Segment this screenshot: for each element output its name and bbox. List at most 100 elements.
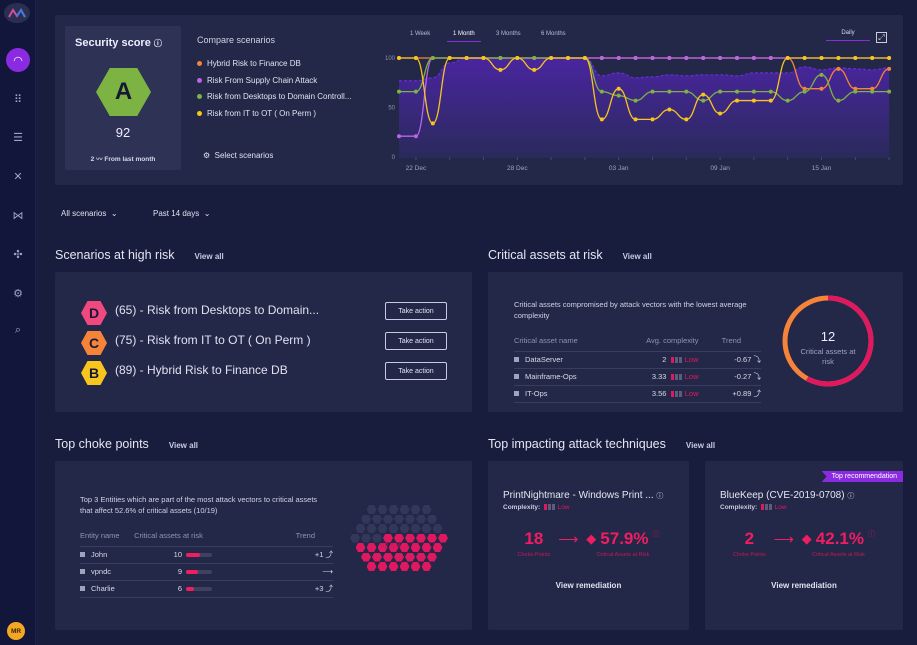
granularity-select[interactable]: Daily xyxy=(826,30,870,41)
honeycomb-cell xyxy=(410,524,421,533)
data-point xyxy=(397,134,401,139)
legend-dot xyxy=(197,61,202,66)
avatar[interactable]: MR xyxy=(7,622,25,640)
attack-icon[interactable]: ⋈ xyxy=(12,209,24,222)
data-point xyxy=(802,89,807,94)
high-risk-view-all[interactable]: View all xyxy=(194,252,224,261)
honeycomb-cell xyxy=(421,505,432,514)
view-remediation-link[interactable]: View remediation xyxy=(771,581,837,590)
table-row[interactable]: IT-Ops 3.56 Low +0.89 ⤴ xyxy=(514,385,762,403)
honeycomb-cell xyxy=(366,543,377,552)
data-point xyxy=(413,56,418,60)
high-risk-header: Scenarios at high risk View all xyxy=(55,248,224,262)
assets-bar xyxy=(186,553,213,558)
data-point xyxy=(768,98,773,103)
network-icon[interactable]: ✣ xyxy=(13,248,23,261)
data-point xyxy=(785,98,790,103)
honeycomb-cell xyxy=(427,552,437,562)
table-row[interactable]: John 10 +1 ⤴ xyxy=(80,546,334,564)
take-action-button[interactable]: Take action xyxy=(385,302,447,320)
honeycomb-cell xyxy=(399,505,410,514)
expand-icon[interactable]: ⤢ xyxy=(876,32,887,43)
data-point xyxy=(650,117,655,122)
app-logo[interactable] xyxy=(4,3,30,23)
table-row[interactable]: Charlie 6 +3 ⤴ xyxy=(80,580,334,598)
risk-scenario-name[interactable]: (75) - Risk from IT to OT ( On Perm ) xyxy=(115,333,311,347)
tab-range[interactable]: 1 Month xyxy=(447,31,481,42)
tab-range[interactable]: 1 Week xyxy=(410,31,431,37)
data-point xyxy=(819,86,824,91)
honeycomb-cell xyxy=(427,514,437,524)
shuffle-icon[interactable]: ✕ xyxy=(13,170,23,183)
trend-down-icon: ⤵ xyxy=(753,372,762,381)
legend-item: Hybrid Risk to Finance DB xyxy=(197,59,301,68)
grid-icon[interactable]: ⠿ xyxy=(13,93,23,106)
view-remediation-link[interactable]: View remediation xyxy=(555,581,622,590)
honeycomb-cell xyxy=(421,524,432,533)
scenario-filter-dropdown[interactable]: All scenarios ⌄ xyxy=(61,209,118,218)
data-point xyxy=(397,56,401,60)
honeycomb-cell xyxy=(410,505,421,514)
data-point xyxy=(430,56,435,60)
entity-icon xyxy=(80,569,85,574)
data-point xyxy=(616,93,621,98)
honeycomb-cell xyxy=(383,552,393,562)
period-filter-dropdown[interactable]: Past 14 days ⌄ xyxy=(153,209,211,218)
risk-grade-badge: D xyxy=(81,301,107,325)
data-point xyxy=(684,117,689,122)
choke-points-view-all[interactable]: View all xyxy=(168,441,199,450)
help-icon[interactable]: ⓘ xyxy=(656,493,664,500)
help-icon[interactable]: ⓘ xyxy=(868,531,875,538)
techniques-title: Top impacting attack techniques xyxy=(488,437,666,451)
select-scenarios-button[interactable]: ⚙ Select scenarios xyxy=(203,151,274,160)
risk-grade-badge: B xyxy=(81,361,107,385)
honeycomb-cell xyxy=(355,524,366,533)
techniques-view-all[interactable]: View all xyxy=(685,441,716,450)
help-icon[interactable]: ⓘ xyxy=(847,493,855,500)
critical-assets-percent: 42.1% xyxy=(815,529,864,548)
table-row[interactable]: Mainframe-Ops 3.33 Low -0.27 ⤵ xyxy=(514,368,762,386)
risk-scenario-name[interactable]: (89) - Hybrid Risk to Finance DB xyxy=(115,363,288,377)
list-icon[interactable]: ☰ xyxy=(13,131,23,144)
sidebar: ◠ ⠿ ☰ ✕ ⋈ ✣ ⚙ ⌕ MR xyxy=(0,0,36,645)
choke-points-description: Top 3 Entities which are part of the mos… xyxy=(80,495,318,515)
dashboard-icon[interactable]: ◠ xyxy=(6,48,30,72)
honeycomb-cell xyxy=(388,543,399,552)
choke-points-label: Choke Points xyxy=(733,552,766,558)
data-point xyxy=(633,117,638,122)
asset-icon xyxy=(514,391,519,396)
settings-icon[interactable]: ⚙ xyxy=(13,287,23,300)
technique-metrics: 18 Choke Points ⟶ ◆ 57.9% ⓘ Critical Ass… xyxy=(488,529,689,558)
data-point xyxy=(768,56,773,60)
data-point xyxy=(532,56,537,60)
column-header: Critical assets at risk xyxy=(134,526,283,547)
score-change: 2 〰 From last month xyxy=(90,156,156,163)
critical-assets-view-all[interactable]: View all xyxy=(622,252,652,261)
y-tick-label: 50 xyxy=(388,106,395,112)
asset-icon xyxy=(514,357,519,362)
help-icon[interactable]: ⓘ xyxy=(652,531,660,538)
trend-icon: ⤴ xyxy=(325,550,334,559)
trend-icon: ⤴ xyxy=(325,584,334,593)
take-action-button[interactable]: Take action xyxy=(385,332,447,350)
honeycomb-cell xyxy=(405,552,415,562)
trend-up-icon: ⤴ xyxy=(753,389,762,398)
tab-range[interactable]: 6 Months xyxy=(541,31,566,37)
honeycomb-cell xyxy=(366,524,377,533)
critical-assets-header: Critical assets at risk View all xyxy=(488,248,652,262)
data-point xyxy=(751,98,756,103)
data-point xyxy=(582,56,587,60)
help-icon[interactable]: ⓘ xyxy=(153,39,162,48)
data-point xyxy=(599,89,604,94)
technique-name[interactable]: BlueKeep (CVE-2019-0708) ⓘ xyxy=(720,490,855,501)
risk-scenario-name[interactable]: (65) - Risk from Desktops to Domain... xyxy=(115,303,320,317)
legend-item: Risk from IT to OT ( On Perm ) xyxy=(197,109,316,118)
technique-name[interactable]: PrintNightmare - Windows Print ... ⓘ xyxy=(503,490,664,501)
take-action-button[interactable]: Take action xyxy=(385,362,447,380)
search-list-icon[interactable]: ⌕ xyxy=(14,323,22,336)
table-row[interactable]: vpndc 9 ⟶ xyxy=(80,563,333,581)
average-area xyxy=(399,58,890,157)
tab-range[interactable]: 3 Months xyxy=(496,31,521,37)
table-row[interactable]: DataServer 2 Low -0.67 ⤵ xyxy=(514,351,761,369)
data-point xyxy=(599,56,604,60)
